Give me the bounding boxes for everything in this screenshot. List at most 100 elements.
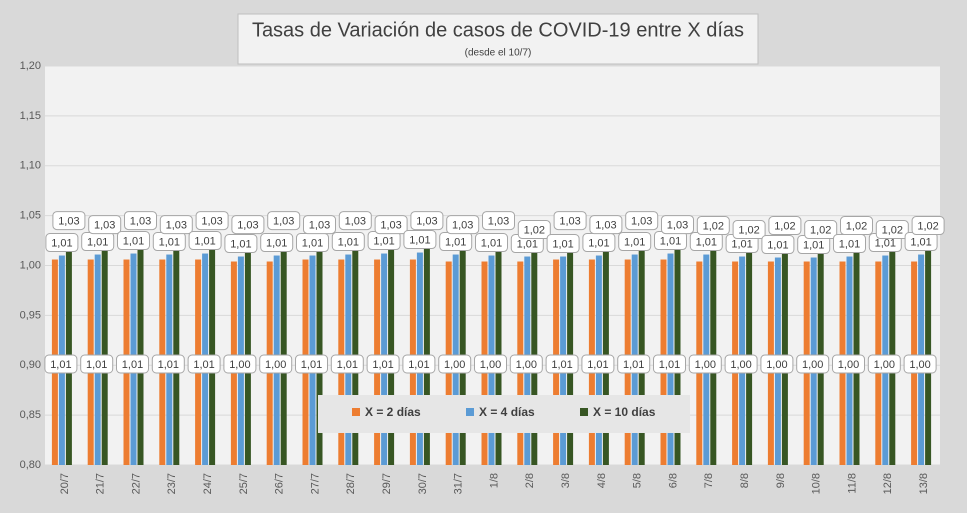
data-label: 1,01	[517, 238, 538, 250]
x-tick-label: 1/8	[488, 473, 500, 488]
data-label-box	[832, 354, 865, 374]
data-label: 1,02	[703, 220, 724, 232]
x-tick-label: 29/7	[381, 473, 393, 494]
data-label: 1,01	[552, 238, 573, 250]
data-label-box	[402, 354, 436, 374]
data-label: 1,02	[917, 220, 938, 232]
data-label: 1,02	[810, 224, 831, 236]
y-tick-label: 0,90	[20, 359, 41, 371]
x-tick-label: 4/8	[596, 473, 608, 488]
data-label: 1,01	[86, 359, 107, 371]
data-label-box	[338, 211, 372, 231]
data-label-box	[159, 215, 193, 235]
data-label-box	[474, 354, 507, 374]
data-label: 1,00	[766, 359, 787, 371]
data-label-box	[875, 220, 909, 240]
data-label: 1,01	[588, 237, 609, 249]
data-label-box	[187, 354, 221, 374]
bar	[495, 239, 502, 465]
data-label: 1,01	[839, 238, 860, 250]
data-label: 1,01	[408, 359, 429, 371]
data-label: 1,01	[158, 359, 179, 371]
data-label: 1,02	[882, 224, 903, 236]
data-label-box	[116, 354, 149, 374]
bar	[674, 239, 681, 465]
data-label: 1,03	[130, 215, 151, 227]
data-label: 1,01	[372, 359, 393, 371]
data-label: 1,03	[58, 215, 79, 227]
bar	[244, 239, 251, 465]
data-label-box	[911, 216, 945, 236]
y-tick-label: 0,95	[20, 309, 41, 321]
data-label: 1,00	[444, 359, 465, 371]
data-label: 1,01	[373, 235, 394, 247]
bar	[459, 239, 466, 465]
data-label: 1,03	[488, 215, 509, 227]
data-label-box	[44, 354, 78, 374]
data-label-box	[760, 354, 794, 374]
data-label: 1,01	[123, 235, 144, 247]
data-label: 1,01	[87, 236, 108, 248]
data-label: 1,03	[416, 215, 437, 227]
data-label: 1,01	[587, 359, 608, 371]
data-label: 1,01	[159, 236, 180, 248]
data-label: 1,01	[696, 236, 717, 248]
data-label-box	[195, 211, 229, 231]
bar	[101, 239, 108, 465]
data-label-box	[224, 234, 258, 254]
data-label-box	[231, 215, 265, 235]
bar	[280, 239, 287, 465]
data-label: 1,01	[51, 237, 72, 249]
x-tick-label: 27/7	[309, 473, 321, 494]
x-tick-label: 26/7	[274, 473, 286, 494]
y-tick-label: 1,15	[20, 110, 41, 122]
data-label: 1,03	[237, 219, 258, 231]
bar	[638, 239, 645, 465]
data-label: 1,00	[265, 359, 286, 371]
x-tick-label: 12/8	[882, 473, 894, 494]
data-label: 1,01	[50, 359, 71, 371]
bar	[388, 239, 395, 465]
y-tick-label: 0,85	[20, 409, 41, 421]
data-label-box	[331, 232, 365, 252]
bar	[316, 239, 323, 465]
data-label-box	[88, 215, 122, 235]
data-label: 1,03	[201, 215, 222, 227]
data-label-box	[330, 354, 364, 374]
data-label: 1,00	[909, 359, 930, 371]
data-label: 1,01	[302, 237, 323, 249]
data-label-box	[796, 354, 830, 374]
data-label-box	[80, 354, 114, 374]
data-label: 1,03	[166, 219, 187, 231]
data-label-box	[403, 230, 437, 250]
x-tick-label: 20/7	[59, 473, 71, 494]
legend: X = 2 días X = 4 días X = 10 días	[318, 395, 690, 433]
x-tick-label: 21/7	[95, 473, 107, 494]
x-tick-label: 23/7	[166, 473, 178, 494]
title-box	[237, 13, 759, 65]
data-label-box	[259, 354, 293, 374]
data-label: 1,00	[480, 359, 501, 371]
data-label: 1,01	[230, 238, 251, 250]
bar	[423, 239, 430, 465]
data-label-box	[117, 231, 150, 251]
chart-title: Tasas de Variación de casos de COVID-19 …	[252, 19, 744, 41]
x-tick-label: 8/8	[739, 473, 751, 488]
data-label: 1,03	[309, 219, 330, 231]
data-label: 1,03	[452, 219, 473, 231]
legend-swatch	[352, 408, 360, 416]
data-label: 1,01	[338, 236, 359, 248]
data-label: 1,03	[273, 215, 294, 227]
x-tick-label: 28/7	[345, 473, 357, 494]
data-label-box	[267, 211, 301, 231]
data-label: 1,00	[516, 359, 537, 371]
data-label-box	[732, 220, 766, 240]
y-tick-label: 1,05	[20, 210, 41, 222]
data-label-box	[696, 216, 730, 236]
data-label-box	[867, 354, 901, 374]
data-label-box	[260, 233, 294, 253]
data-label: 1,02	[738, 224, 759, 236]
data-label-box	[482, 211, 515, 231]
data-label-box	[546, 234, 580, 254]
